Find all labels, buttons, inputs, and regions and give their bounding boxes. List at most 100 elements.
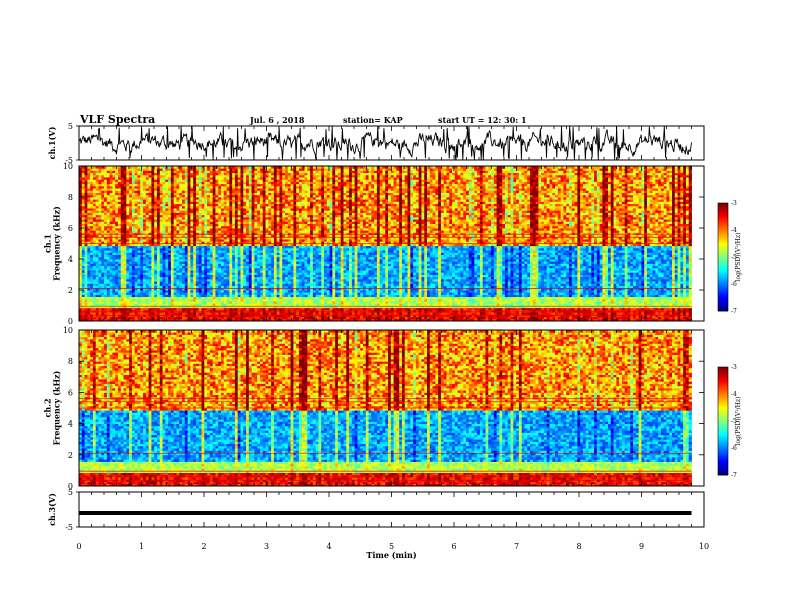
spectrogram-cell: [171, 283, 174, 286]
spectrogram-cell: [238, 310, 241, 313]
spectrogram-cell: [87, 310, 90, 313]
spectrogram-cell: [282, 294, 285, 297]
spectrogram-cell: [332, 294, 335, 297]
spectrogram-cell: [87, 283, 90, 286]
spectrogram-cell: [355, 299, 358, 302]
spectrogram-cell: [252, 294, 255, 297]
spectrogram-cell: [110, 279, 113, 282]
spectrogram-cell: [382, 299, 385, 302]
spectrogram-cell: [591, 299, 594, 302]
spectrogram-cell: [686, 310, 689, 313]
spectrogram-cell: [641, 310, 644, 313]
spectrogram-cell: [355, 303, 358, 306]
spectrogram-cell: [511, 303, 514, 306]
spectrogram-cell: [93, 303, 96, 306]
spectrogram-cell: [104, 299, 107, 302]
spectrogram-cell: [647, 310, 650, 313]
spectrogram-cell: [238, 299, 241, 302]
spectrogram-cell: [307, 299, 310, 302]
spectrogram-cell: [118, 294, 121, 297]
spectrogram-cell: [360, 294, 363, 297]
spectrogram-cell: [90, 279, 93, 282]
spectrogram-cell: [658, 283, 661, 286]
spectrogram-cell: [282, 283, 285, 286]
spectrogram-cell: [636, 303, 639, 306]
spectrogram-cell: [469, 303, 472, 306]
spectrogram-cell: [132, 279, 135, 282]
spectrogram-cell: [530, 299, 533, 302]
spectrogram-cell: [374, 294, 377, 297]
spectrogram-cell: [263, 310, 266, 313]
spectrogram-cell: [625, 294, 628, 297]
spectrogram-cell: [391, 294, 394, 297]
spectrogram-cell: [597, 310, 600, 313]
spectrogram-cell: [277, 283, 280, 286]
spectrogram-cell: [666, 303, 669, 306]
spectrogram-cell: [374, 303, 377, 306]
spectrogram-cell: [346, 310, 349, 313]
spectrogram-cell: [547, 310, 550, 313]
spectrogram-cell: [385, 283, 388, 286]
spectrogram-cell: [600, 299, 603, 302]
spectrogram-cell: [165, 303, 168, 306]
spectrogram-cell: [538, 303, 541, 306]
spectrogram-cell: [444, 283, 447, 286]
spectrogram-cell: [252, 283, 255, 286]
spectrogram-cell: [346, 299, 349, 302]
spectrogram-cell: [112, 279, 115, 282]
spectrogram-cell: [110, 294, 113, 297]
spectrogram-cell: [650, 294, 653, 297]
y-tick-label: 5: [68, 122, 73, 131]
spectrogram-cell: [608, 299, 611, 302]
spectrogram-cell: [499, 299, 502, 302]
spectrogram-cell: [572, 303, 575, 306]
spectrogram-cell: [524, 283, 527, 286]
spectrogram-cell: [268, 294, 271, 297]
spectrogram-cell: [636, 283, 639, 286]
spectrogram-cell: [355, 310, 358, 313]
spectrogram-cell: [157, 310, 160, 313]
spectrogram-cell: [190, 310, 193, 313]
spectrogram-cell: [394, 299, 397, 302]
spectrogram-cell: [438, 299, 441, 302]
spectrogram-cell: [435, 294, 438, 297]
spectrogram-cell: [433, 303, 436, 306]
spectrogram-cell: [135, 299, 138, 302]
spectrogram-cell: [552, 299, 555, 302]
spectrogram-cell: [627, 283, 630, 286]
spectrogram-cell: [176, 299, 179, 302]
spectrogram-cell: [118, 299, 121, 302]
spectrogram-cell: [602, 299, 605, 302]
spectrogram-cell: [650, 283, 653, 286]
spectrogram-cell: [683, 294, 686, 297]
spectrogram-cell: [168, 303, 171, 306]
spectrogram-cell: [519, 310, 522, 313]
spectrogram-cell: [678, 283, 681, 286]
spectrogram-cell: [391, 299, 394, 302]
spectrogram-cell: [202, 310, 205, 313]
spectrogram-cell: [394, 303, 397, 306]
spectrogram-cell: [279, 294, 282, 297]
spectrogram-cell: [472, 283, 475, 286]
spectrogram-cell: [396, 283, 399, 286]
spectrogram-cell: [107, 283, 110, 286]
spectrogram-cell: [263, 294, 266, 297]
spectrogram-cell: [129, 299, 132, 302]
spectrogram-cell: [229, 299, 232, 302]
spectrogram-cell: [555, 310, 558, 313]
spectrogram-cell: [421, 310, 424, 313]
spectrogram-cell: [363, 310, 366, 313]
spectrogram-cell: [625, 303, 628, 306]
spectrogram-cell: [129, 303, 132, 306]
spectrogram-cell: [332, 310, 335, 313]
spectrogram-cell: [678, 310, 681, 313]
spectrogram-cell: [268, 310, 271, 313]
spectrogram-cell: [391, 303, 394, 306]
spectrogram-cell: [408, 294, 411, 297]
spectrogram-cell: [182, 299, 185, 302]
spectrogram-cell: [430, 303, 433, 306]
spectrogram-cell: [210, 294, 213, 297]
spectrogram-cell: [146, 303, 149, 306]
spectrogram-cell: [126, 283, 129, 286]
spectrogram-cell: [377, 299, 380, 302]
